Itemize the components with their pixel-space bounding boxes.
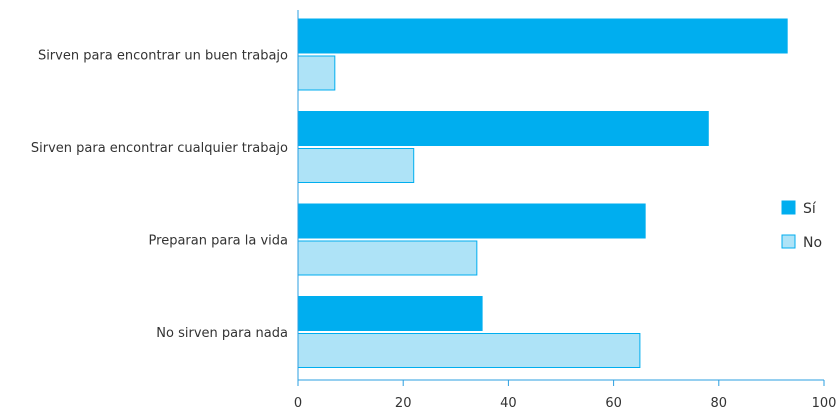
category-label-1: Sirven para encontrar cualquier trabajo: [31, 141, 288, 156]
category-label-0: Sirven para encontrar un buen trabajo: [38, 49, 288, 64]
bar-no-3: [297, 333, 641, 368]
x-axis-ticks: 0 20 40 60 80 100: [294, 380, 837, 411]
bar-si-2: [297, 203, 646, 239]
bar-si-3: [297, 296, 483, 331]
bars-group: [297, 18, 788, 368]
category-label-2: Preparan para la vida: [149, 234, 288, 249]
bar-no-2: [297, 240, 478, 276]
x-tick-label-4: 80: [711, 396, 728, 411]
bar-si-1: [297, 111, 709, 146]
x-tick-label-5: 100: [812, 396, 837, 411]
legend: Sí No: [781, 200, 822, 251]
legend-label-no: No: [803, 235, 822, 251]
category-label-3: No sirven para nada: [156, 326, 288, 341]
legend-swatch-si: [781, 200, 796, 215]
bar-no-1: [297, 148, 415, 183]
x-tick-label-3: 60: [605, 396, 622, 411]
bar-no-0: [297, 55, 336, 91]
x-tick-label-0: 0: [294, 396, 302, 411]
legend-label-si: Sí: [803, 201, 817, 217]
bar-si-0: [297, 18, 788, 54]
category-labels: Sirven para encontrar un buen trabajo Sir…: [31, 49, 288, 342]
x-tick-label-2: 40: [500, 396, 517, 411]
x-tick-label-1: 20: [395, 396, 412, 411]
legend-swatch-no: [781, 234, 796, 249]
